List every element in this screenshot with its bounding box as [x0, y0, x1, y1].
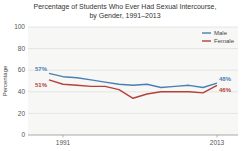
chart-container: Percentage of Students Who Ever Had Sexu…	[0, 0, 250, 151]
legend: Male Female	[202, 30, 235, 44]
legend-swatch	[202, 32, 211, 33]
legend-label: Male	[214, 30, 228, 36]
data-label: 51%	[35, 82, 48, 88]
grid-line	[28, 27, 238, 28]
legend-swatch	[202, 40, 211, 41]
y-tick-label: 80	[18, 45, 26, 52]
x-tick	[217, 135, 218, 138]
x-tick-label: 2013	[210, 139, 225, 146]
x-tick	[63, 135, 64, 138]
plot-background	[28, 27, 238, 135]
y-tick-label: 100	[14, 23, 25, 30]
grid-line	[28, 70, 238, 71]
chart-svg: Percentage of Students Who Ever Had Sexu…	[0, 0, 250, 151]
title: Percentage of Students Who Ever Had Sexu…	[34, 3, 217, 11]
series-line	[49, 80, 217, 98]
subtitle: by Gender, 1991–2013	[89, 12, 160, 20]
y-axis-label: Percentage	[2, 65, 8, 96]
x-axis-line	[28, 135, 238, 136]
legend-label: Female	[214, 38, 235, 44]
lines-group	[49, 73, 217, 98]
grid-line	[28, 48, 238, 49]
data-label: 57%	[35, 66, 48, 72]
data-label: 46%	[219, 87, 232, 93]
grid-line	[28, 135, 238, 136]
y-tick-label: 20	[18, 110, 26, 117]
y-tick-label: 0	[21, 131, 25, 138]
y-tick-label: 40	[18, 88, 26, 95]
data-label: 48%	[219, 76, 232, 82]
y-tick-label: 60	[18, 66, 26, 73]
x-tick-label: 1991	[56, 139, 71, 146]
grid-line	[28, 113, 238, 114]
